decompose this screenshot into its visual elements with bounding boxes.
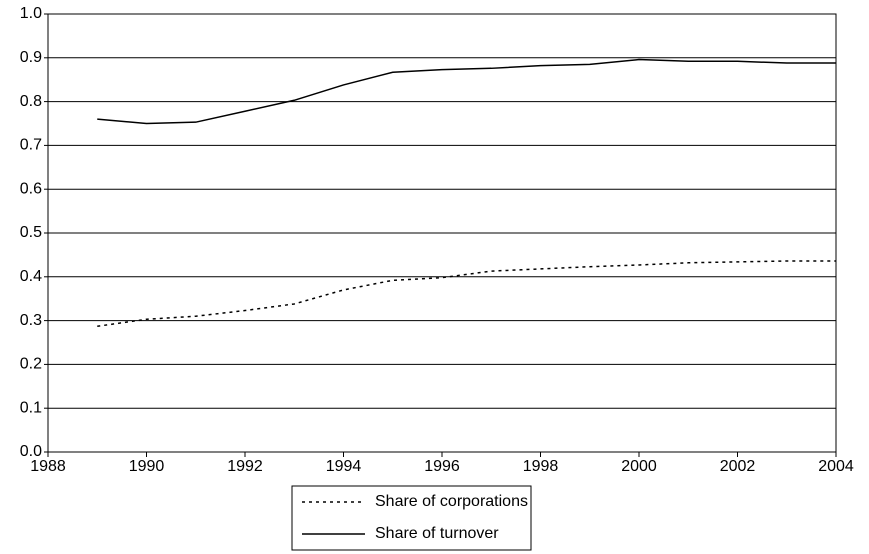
legend-label: Share of turnover <box>375 525 499 542</box>
y-tick-label: 0.2 <box>20 356 42 373</box>
x-tick-label: 1996 <box>424 458 460 475</box>
legend-box <box>291 485 532 551</box>
y-tick-label: 0.0 <box>20 443 42 460</box>
x-tick-label: 1988 <box>30 458 66 475</box>
legend-label: Share of corporations <box>375 493 528 510</box>
x-tick-label: 2000 <box>621 458 657 475</box>
x-tick-label: 1998 <box>523 458 559 475</box>
y-tick-label: 0.5 <box>20 224 42 241</box>
y-tick-label: 0.9 <box>20 49 42 66</box>
y-tick-label: 0.8 <box>20 93 42 110</box>
x-tick-label: 1994 <box>326 458 362 475</box>
series-line <box>97 260 836 328</box>
series-line <box>97 58 836 125</box>
x-tick-label: 1992 <box>227 458 263 475</box>
x-tick-label: 2004 <box>818 458 854 475</box>
y-tick-label: 0.1 <box>20 399 42 416</box>
y-tick-label: 0.4 <box>20 268 42 285</box>
y-tick-label: 0.6 <box>20 180 42 197</box>
x-tick-label: 1990 <box>129 458 165 475</box>
plot-frame <box>47 13 837 453</box>
y-tick-label: 0.3 <box>20 312 42 329</box>
x-tick-label: 2002 <box>720 458 756 475</box>
y-tick-label: 1.0 <box>20 5 42 22</box>
y-tick-label: 0.7 <box>20 137 42 154</box>
